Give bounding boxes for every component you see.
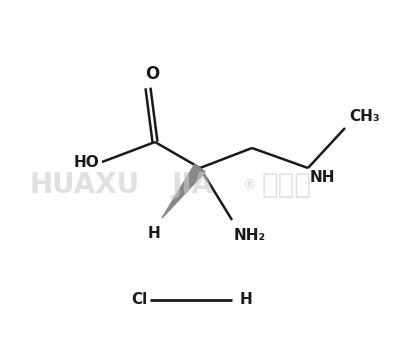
Text: ®: ® — [242, 178, 256, 192]
Text: HO: HO — [73, 154, 99, 169]
Text: CH₃: CH₃ — [349, 109, 380, 124]
Polygon shape — [162, 164, 205, 218]
Text: Cl: Cl — [132, 293, 148, 307]
Text: H: H — [148, 226, 161, 241]
Text: 化学加: 化学加 — [262, 171, 312, 199]
Text: O: O — [145, 65, 159, 83]
Text: NH: NH — [310, 170, 336, 185]
Text: HUAXU: HUAXU — [30, 171, 140, 199]
Text: NH₂: NH₂ — [234, 228, 266, 243]
Text: H: H — [240, 293, 253, 307]
Text: JIA: JIA — [172, 171, 214, 199]
